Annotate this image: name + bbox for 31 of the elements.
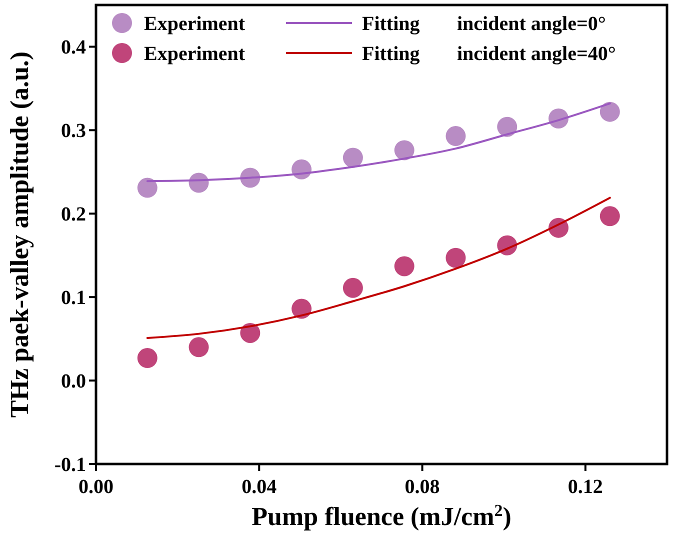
y-tick-label: 0.4: [61, 36, 86, 59]
point: [600, 206, 620, 226]
y-axis-title: THz paek-valley amplitude (a.u.): [5, 51, 34, 418]
y-tick-label: 0.3: [61, 120, 86, 142]
legend-label: Fitting: [362, 13, 420, 35]
point: [497, 116, 518, 137]
point: [188, 337, 209, 358]
point: [394, 256, 414, 276]
y-tick-label: 0.1: [61, 287, 86, 310]
y-tick-label: -0.1: [54, 454, 86, 476]
x-tick-label: 0.04: [242, 476, 277, 498]
x-tick-label: 0.12: [568, 476, 603, 498]
point: [137, 178, 158, 198]
point: [240, 322, 260, 343]
legend-label: Fitting: [362, 43, 420, 65]
point: [394, 140, 414, 160]
point: [137, 348, 158, 368]
y-tick-label: 0.0: [61, 370, 86, 393]
legend-label: Experiment: [144, 13, 246, 35]
point: [342, 278, 363, 298]
x-axis-title: Pump fluence (mJ/cm$^{2}$): [252, 500, 512, 531]
point: [342, 148, 363, 168]
y-tick-label: 0.2: [61, 204, 86, 226]
x-tick-label: 0.00: [78, 476, 114, 498]
point: [446, 248, 466, 268]
legend-label: Experiment: [144, 43, 246, 65]
point: [600, 102, 620, 122]
point: [446, 126, 466, 146]
x-tick-label: 0.08: [404, 476, 440, 498]
annotation: incident angle=40°: [457, 43, 616, 65]
annotation: incident angle=0°: [457, 13, 606, 35]
